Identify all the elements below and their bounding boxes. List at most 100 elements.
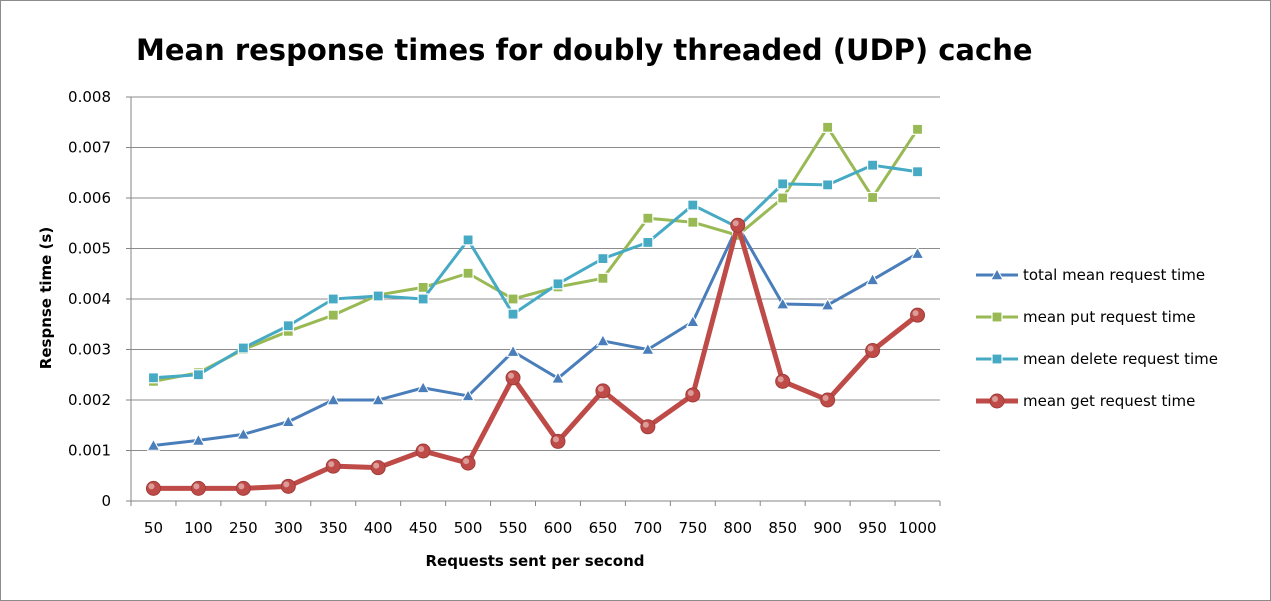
data-point-highlight xyxy=(642,421,649,428)
data-point xyxy=(460,455,476,471)
data-point xyxy=(371,392,386,406)
series-line xyxy=(151,125,920,383)
data-point xyxy=(146,438,161,451)
data-point xyxy=(822,121,834,133)
data-point xyxy=(325,458,341,474)
x-tick-label: 550 xyxy=(499,519,528,537)
data-point-highlight xyxy=(238,483,245,490)
data-point xyxy=(282,320,294,332)
data-point-highlight xyxy=(597,385,604,392)
series-mean-get-request-time xyxy=(145,217,926,496)
y-axis-title: Respnse time (s) xyxy=(37,227,55,369)
data-point xyxy=(190,480,206,496)
series-total-mean-request-time xyxy=(146,218,925,451)
series-mean-delete-request-time xyxy=(147,159,924,384)
data-point xyxy=(822,179,834,191)
data-point-highlight xyxy=(867,345,874,352)
x-tick-label: 850 xyxy=(768,519,797,537)
data-point xyxy=(145,480,161,496)
data-point-highlight xyxy=(687,389,694,396)
x-tick-label: 500 xyxy=(454,519,483,537)
legend-item: total mean request time xyxy=(976,266,1205,284)
data-point xyxy=(911,166,924,178)
data-point xyxy=(370,460,386,476)
series-line xyxy=(150,222,921,491)
legend-item: mean get request time xyxy=(976,392,1195,410)
x-tick-label: 250 xyxy=(229,519,258,537)
legend-label: mean get request time xyxy=(1023,392,1195,410)
data-point xyxy=(147,372,160,384)
data-point xyxy=(507,293,519,305)
x-tick-label: 1000 xyxy=(898,519,936,537)
data-point xyxy=(820,392,836,408)
legend-swatch-marker xyxy=(989,393,1005,409)
x-tick-label: 450 xyxy=(409,519,438,537)
data-point xyxy=(462,267,474,279)
x-tick-label: 100 xyxy=(184,519,213,537)
x-axis-title: Requests sent per second xyxy=(426,552,645,570)
data-point xyxy=(280,478,296,494)
chart-title: Mean response times for doubly threaded … xyxy=(136,33,1033,67)
data-point xyxy=(865,272,880,286)
data-point xyxy=(777,192,789,204)
data-point-highlight xyxy=(283,481,290,488)
x-tick-label: 350 xyxy=(319,519,348,537)
y-tick-label: 0.002 xyxy=(68,391,111,409)
data-point-highlight xyxy=(463,458,470,465)
data-point xyxy=(462,234,474,246)
x-tick-label: 950 xyxy=(858,519,887,537)
data-point-highlight xyxy=(328,461,335,468)
series-mean-put-request-time xyxy=(147,121,924,387)
data-point xyxy=(236,427,251,440)
x-tick-label: 600 xyxy=(544,519,573,537)
data-point xyxy=(642,212,654,224)
data-point xyxy=(506,344,520,357)
x-tick-label: 750 xyxy=(678,519,707,537)
data-point xyxy=(417,293,429,305)
data-point xyxy=(505,370,521,386)
legend-swatch-marker xyxy=(990,267,1004,281)
legend-item: mean put request time xyxy=(976,308,1196,326)
legend-label: mean delete request time xyxy=(1023,350,1218,368)
x-tick-label: 650 xyxy=(589,519,618,537)
x-tick-label: 700 xyxy=(634,519,663,537)
legend-swatch-marker xyxy=(991,311,1003,323)
y-tick-label: 0.006 xyxy=(68,189,111,207)
data-point xyxy=(281,414,296,428)
y-tick-label: 0.007 xyxy=(68,139,111,157)
legend-label: mean put request time xyxy=(1023,308,1196,326)
data-point xyxy=(237,342,249,354)
data-point xyxy=(730,217,746,233)
y-tick-label: 0.001 xyxy=(68,442,111,460)
legend-swatch-marker xyxy=(991,353,1003,365)
y-tick-label: 0.008 xyxy=(68,88,111,106)
data-point-highlight xyxy=(552,436,559,443)
data-point xyxy=(687,216,699,228)
y-tick-label: 0.005 xyxy=(68,240,111,258)
data-point xyxy=(550,433,566,449)
x-tick-label: 800 xyxy=(723,519,752,537)
data-point xyxy=(596,333,610,347)
data-point-highlight xyxy=(418,446,425,453)
data-point xyxy=(640,419,656,435)
data-point xyxy=(415,443,431,459)
data-point xyxy=(461,388,475,402)
series-group xyxy=(145,121,926,496)
data-point-highlight xyxy=(732,220,739,227)
data-point-highlight xyxy=(777,376,784,383)
data-point xyxy=(595,383,611,399)
legend-label: total mean request time xyxy=(1023,266,1205,284)
x-tick-label: 400 xyxy=(364,519,393,537)
data-point xyxy=(866,191,879,204)
data-point-highlight xyxy=(822,395,829,401)
y-axis-ticks: 0 0.001 0.002 0.003 0.004 0.005 0.006 0.007 0.00… xyxy=(68,88,131,510)
data-point xyxy=(552,278,564,290)
data-point xyxy=(416,380,430,394)
data-point xyxy=(642,236,654,249)
data-point-highlight xyxy=(508,372,515,379)
data-point xyxy=(911,123,924,135)
data-point xyxy=(687,199,699,211)
legend: total mean request time mean put request … xyxy=(976,266,1218,410)
data-point-highlight xyxy=(373,462,380,469)
